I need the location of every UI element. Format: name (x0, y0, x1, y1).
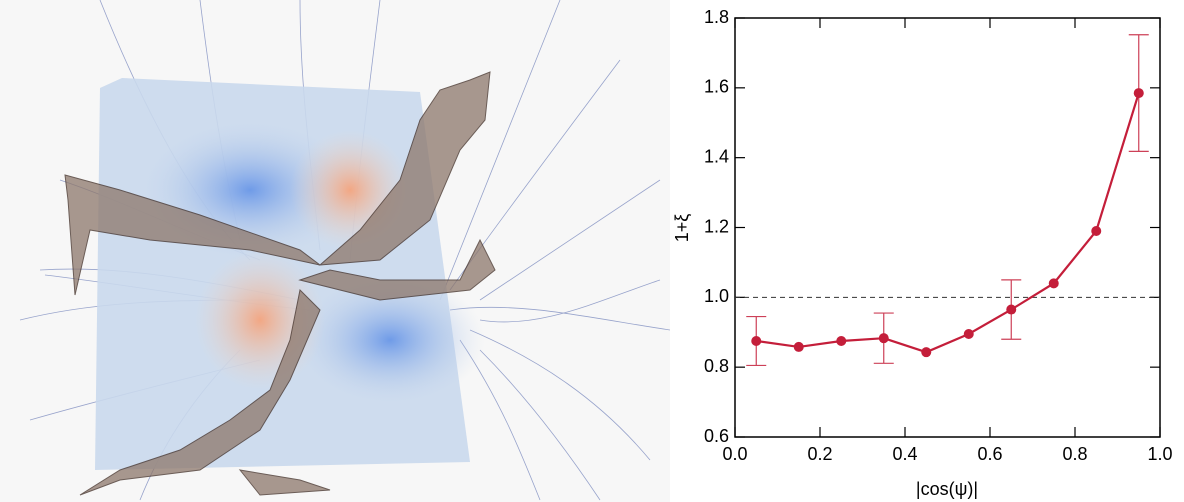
x-tick-label: 0.0 (722, 444, 747, 464)
data-point (963, 328, 974, 339)
data-point (878, 333, 889, 344)
x-tick-label: 0.2 (807, 444, 832, 464)
blue-region (295, 275, 485, 405)
x-axis-label: |cos(ψ)| (916, 479, 978, 499)
data-point (836, 335, 847, 346)
simulation-render (19, 0, 670, 501)
data-point (1048, 278, 1059, 289)
y-tick-label: 1.6 (704, 77, 729, 97)
data-point (1006, 304, 1017, 315)
y-tick-label: 1.4 (704, 146, 729, 166)
y-tick-label: 1.8 (704, 7, 729, 27)
data-point (1133, 88, 1144, 99)
y-tick-label: 0.8 (704, 356, 729, 376)
y-tick-label: 1.0 (704, 286, 729, 306)
filament-web (64, 71, 496, 496)
data-point (751, 335, 762, 346)
y-tick-label: 1.2 (704, 216, 729, 236)
y-axis-label: 1+ξ (672, 214, 692, 243)
x-tick-label: 1.0 (1147, 444, 1172, 464)
data-point (1091, 225, 1102, 236)
x-tick-label: 0.4 (892, 444, 917, 464)
data-point (793, 341, 804, 352)
x-tick-label: 0.8 (1062, 444, 1087, 464)
data-point (921, 347, 932, 358)
x-tick-label: 0.6 (977, 444, 1002, 464)
series-line (756, 92, 1140, 354)
y-tick-label: 0.6 (704, 426, 729, 446)
